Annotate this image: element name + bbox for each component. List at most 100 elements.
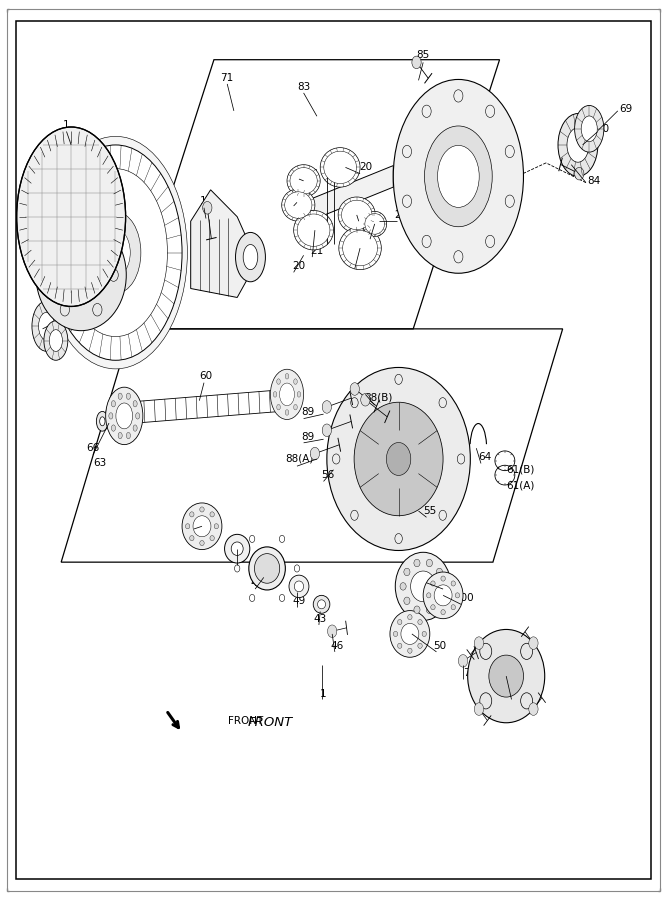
Ellipse shape [441, 609, 446, 615]
Ellipse shape [254, 554, 279, 583]
Ellipse shape [426, 606, 432, 614]
Text: 20: 20 [292, 261, 305, 271]
Ellipse shape [363, 212, 387, 237]
Ellipse shape [434, 585, 452, 606]
Ellipse shape [277, 379, 280, 384]
Ellipse shape [49, 329, 63, 351]
Circle shape [361, 393, 370, 406]
Ellipse shape [354, 402, 443, 516]
Text: 17: 17 [199, 195, 213, 205]
Ellipse shape [390, 610, 430, 657]
Ellipse shape [182, 503, 222, 550]
Ellipse shape [456, 593, 460, 598]
Text: 70: 70 [596, 124, 609, 134]
Text: 60: 60 [199, 372, 213, 382]
Ellipse shape [404, 597, 410, 605]
Ellipse shape [116, 403, 133, 428]
Ellipse shape [441, 576, 446, 581]
Text: 88(B): 88(B) [364, 393, 393, 403]
Ellipse shape [408, 615, 412, 620]
Ellipse shape [279, 383, 294, 406]
Ellipse shape [338, 197, 376, 233]
Text: FRONT: FRONT [228, 716, 263, 726]
Text: 45: 45 [441, 578, 454, 588]
Ellipse shape [423, 572, 463, 618]
Text: 43: 43 [313, 614, 327, 624]
Text: 83: 83 [297, 82, 310, 92]
Circle shape [574, 167, 584, 180]
Polygon shape [300, 166, 394, 225]
Ellipse shape [111, 400, 115, 407]
Ellipse shape [225, 535, 250, 563]
Ellipse shape [243, 245, 257, 270]
Ellipse shape [327, 367, 470, 551]
Ellipse shape [297, 392, 301, 397]
Ellipse shape [401, 624, 419, 644]
Ellipse shape [91, 212, 141, 293]
Ellipse shape [185, 524, 190, 529]
Text: 50: 50 [433, 641, 446, 651]
Ellipse shape [285, 410, 289, 415]
Text: 66: 66 [87, 443, 99, 454]
Circle shape [458, 654, 468, 667]
Ellipse shape [400, 582, 406, 590]
Ellipse shape [32, 302, 61, 351]
Circle shape [322, 400, 331, 413]
Ellipse shape [489, 655, 524, 698]
Text: 49: 49 [292, 596, 305, 606]
Circle shape [386, 443, 411, 475]
Text: FRONT: FRONT [247, 716, 292, 729]
Text: 89: 89 [301, 408, 315, 418]
Ellipse shape [468, 629, 545, 723]
Ellipse shape [343, 230, 378, 266]
Text: 88(A): 88(A) [285, 454, 313, 464]
Ellipse shape [323, 151, 356, 184]
Text: 89: 89 [301, 431, 315, 442]
Ellipse shape [424, 126, 492, 227]
Ellipse shape [287, 165, 320, 197]
Circle shape [322, 424, 331, 436]
Text: 20: 20 [359, 162, 372, 173]
Ellipse shape [126, 432, 131, 438]
Ellipse shape [451, 605, 456, 610]
Ellipse shape [118, 393, 122, 400]
Ellipse shape [320, 148, 360, 187]
Ellipse shape [277, 404, 280, 410]
Ellipse shape [285, 192, 312, 219]
Text: 7: 7 [463, 668, 470, 678]
Ellipse shape [133, 425, 137, 431]
Ellipse shape [64, 168, 167, 337]
Ellipse shape [294, 581, 303, 592]
Ellipse shape [281, 189, 315, 221]
Text: 85: 85 [417, 50, 430, 60]
Text: 24: 24 [289, 194, 302, 203]
Polygon shape [191, 190, 257, 298]
Ellipse shape [96, 411, 108, 431]
Ellipse shape [574, 105, 604, 152]
Ellipse shape [342, 200, 372, 230]
Text: 69: 69 [619, 104, 632, 114]
Ellipse shape [39, 312, 55, 340]
Ellipse shape [581, 116, 597, 141]
Ellipse shape [111, 425, 115, 431]
Ellipse shape [200, 541, 204, 545]
Ellipse shape [394, 79, 524, 274]
Ellipse shape [567, 128, 589, 162]
Ellipse shape [438, 145, 479, 207]
Text: 1: 1 [63, 121, 70, 130]
Ellipse shape [427, 593, 431, 598]
Circle shape [529, 703, 538, 716]
Ellipse shape [99, 417, 105, 426]
Text: 61(A): 61(A) [507, 481, 535, 491]
Ellipse shape [297, 214, 330, 247]
Text: 50: 50 [189, 518, 202, 528]
Text: 55: 55 [423, 506, 436, 516]
Ellipse shape [81, 277, 95, 300]
Ellipse shape [105, 387, 143, 445]
Circle shape [474, 703, 484, 716]
Circle shape [529, 637, 538, 650]
Ellipse shape [293, 404, 297, 410]
Ellipse shape [436, 597, 442, 605]
Ellipse shape [133, 400, 137, 407]
Ellipse shape [408, 648, 412, 653]
